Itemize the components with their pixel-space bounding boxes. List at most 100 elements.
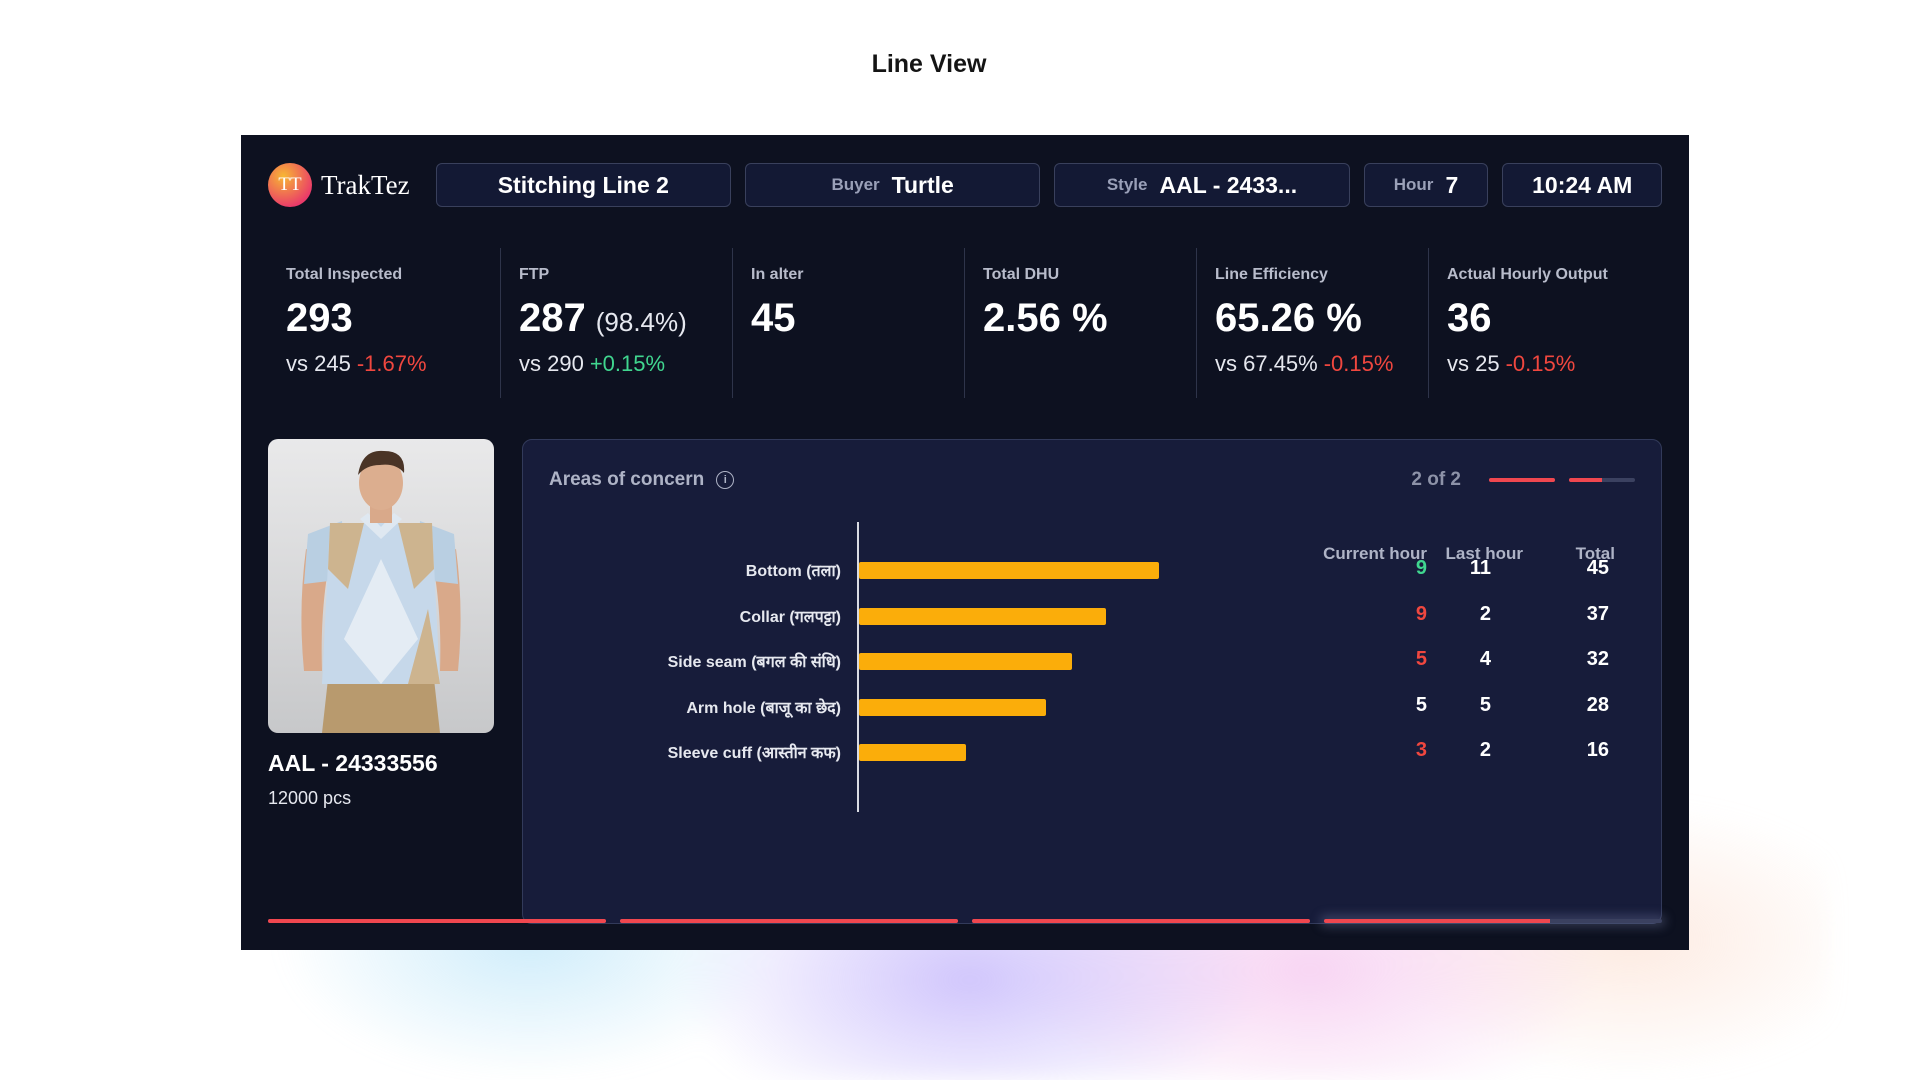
stat-total-inspected: Total Inspected 293 vs 245 -1.67%	[268, 248, 500, 398]
last-hour-value: 4	[1479, 648, 1491, 670]
product-quantity: 12000 pcs	[268, 788, 352, 808]
concern-label: Bottom (तला)	[745, 563, 841, 580]
product-image	[268, 439, 494, 733]
product-code: AAL - 24333556	[268, 750, 438, 776]
stat-delta: -0.15%	[1505, 351, 1576, 376]
buyer-label: Buyer	[831, 175, 880, 194]
pager-bar-2[interactable]	[1569, 478, 1635, 482]
concern-bar	[859, 698, 1046, 716]
total-value: 16	[1586, 739, 1609, 761]
last-hour-value: 5	[1479, 693, 1491, 716]
line-value: Stitching Line 2	[497, 171, 669, 198]
stat-actual-hourly-output: Actual Hourly Output 36 vs 25 -0.15%	[1428, 248, 1660, 398]
buyer-selector[interactable]: Buyer Turtle	[744, 163, 1041, 207]
panel-title-text: Areas of concern	[549, 469, 705, 490]
man-in-polo-shirt-illustration	[301, 450, 461, 733]
concern-label: Collar (गलपट्टा)	[739, 608, 841, 626]
panel-title: Areas of concern i	[549, 469, 735, 491]
app-logo: TT TrakTez	[268, 163, 422, 207]
stat-label: In alter	[751, 266, 804, 283]
time-value: 10:24 AM	[1532, 171, 1633, 198]
stat-label: Total DHU	[983, 266, 1060, 283]
style-label: Style	[1106, 175, 1148, 194]
stat-value: 293	[286, 296, 500, 341]
current-hour-value: 5	[1415, 693, 1427, 716]
hour-value: 7	[1445, 171, 1459, 198]
logo-icon: TT	[268, 163, 312, 207]
slide-progress-segment	[268, 919, 606, 923]
stat-label: Line Efficiency	[1215, 266, 1328, 283]
slide-progress-segment	[620, 919, 958, 923]
concern-bar	[859, 653, 1073, 670]
stat-number: 2.56 %	[983, 296, 1108, 340]
style-value: AAL - 2433...	[1159, 171, 1298, 198]
total-value: 28	[1586, 693, 1609, 716]
stat-compare: vs 290 +0.15%	[519, 351, 732, 377]
stat-value: 45	[751, 296, 964, 341]
stat-label: Actual Hourly Output	[1447, 266, 1608, 283]
header-bar: TT TrakTez Stitching Line 2 Buyer Turtle…	[268, 163, 1662, 207]
stat-in-alter: In alter 45	[732, 248, 964, 398]
slide-progress-fill	[620, 919, 958, 923]
stat-label: FTP	[519, 266, 550, 283]
style-selector[interactable]: Style AAL - 2433...	[1054, 163, 1350, 207]
page-heading: Line View	[871, 50, 987, 78]
pager-bar-1[interactable]	[1489, 478, 1555, 482]
stat-compare: vs 67.45% -0.15%	[1215, 351, 1428, 377]
line-view-dashboard: TT TrakTez Stitching Line 2 Buyer Turtle…	[241, 135, 1689, 950]
stat-compare: vs 245 -1.67%	[286, 351, 500, 377]
stat-compare-value: vs 67.45%	[1215, 351, 1318, 376]
stat-number: 45	[751, 296, 796, 340]
slide-progress	[268, 917, 1662, 925]
stat-compare-value: vs 245	[286, 351, 351, 376]
stat-compare-value: vs 290	[519, 351, 584, 376]
last-hour-value: 2	[1479, 602, 1491, 625]
pager-bar-fill	[1489, 478, 1555, 482]
line-selector[interactable]: Stitching Line 2	[435, 163, 731, 207]
current-hour-value: 9	[1415, 557, 1427, 579]
col-head-total: Total	[1575, 544, 1615, 563]
concern-label: Side seam (बगल की संधि)	[667, 654, 841, 671]
stat-ftp: FTP 287 (98.4%) vs 290 +0.15%	[500, 248, 732, 398]
stat-value: 36	[1447, 296, 1660, 341]
slide-progress-fill	[972, 919, 1310, 923]
slide-progress-fill	[1324, 919, 1551, 923]
stat-line-efficiency: Line Efficiency 65.26 % vs 67.45% -0.15%	[1196, 248, 1428, 398]
stat-value: 65.26 %	[1215, 296, 1428, 341]
stat-delta: -0.15%	[1323, 351, 1394, 376]
col-head-current-hour: Current hour	[1323, 544, 1427, 563]
chart-axis	[857, 522, 859, 812]
col-head-last-hour: Last hour	[1445, 544, 1523, 563]
page-indicator: 2 of 2	[1411, 469, 1635, 491]
concern-bar	[859, 744, 966, 761]
total-value: 45	[1586, 557, 1609, 579]
stat-delta: +0.15%	[589, 351, 666, 376]
current-hour-value: 3	[1415, 739, 1427, 761]
concern-bar	[859, 607, 1106, 625]
last-hour-value: 2	[1479, 739, 1491, 761]
stat-total-dhu: Total DHU 2.56 %	[964, 248, 1196, 398]
current-hour-value: 9	[1415, 602, 1427, 625]
pager-text: 2 of 2	[1411, 469, 1461, 490]
stat-percentage: (98.4%)	[595, 307, 687, 337]
app-name: TrakTez	[321, 169, 410, 200]
stat-number: 36	[1447, 296, 1492, 340]
info-icon[interactable]: i	[716, 471, 735, 489]
hour-label: Hour	[1393, 175, 1434, 194]
stat-number: 65.26 %	[1215, 296, 1362, 340]
current-hour-value: 5	[1415, 648, 1427, 670]
total-value: 37	[1586, 602, 1609, 625]
hour-selector[interactable]: Hour 7	[1363, 163, 1489, 207]
stat-number: 287	[519, 296, 586, 340]
stat-delta: -1.67%	[356, 351, 427, 376]
concern-label: Arm hole (बाजू का छेद)	[686, 699, 841, 717]
stat-label: Total Inspected	[286, 266, 403, 283]
pager-bar-fill	[1569, 478, 1602, 482]
stats-row: Total Inspected 293 vs 245 -1.67% FTP 287…	[241, 248, 1689, 398]
concern-bar	[859, 562, 1159, 579]
clock: 10:24 AM	[1502, 163, 1662, 207]
stat-compare-value: vs 25	[1447, 351, 1500, 376]
buyer-value: Turtle	[891, 171, 954, 198]
concern-label: Sleeve cuff (आस्तीन कफ)	[667, 745, 841, 762]
stat-value: 287 (98.4%)	[519, 296, 732, 341]
